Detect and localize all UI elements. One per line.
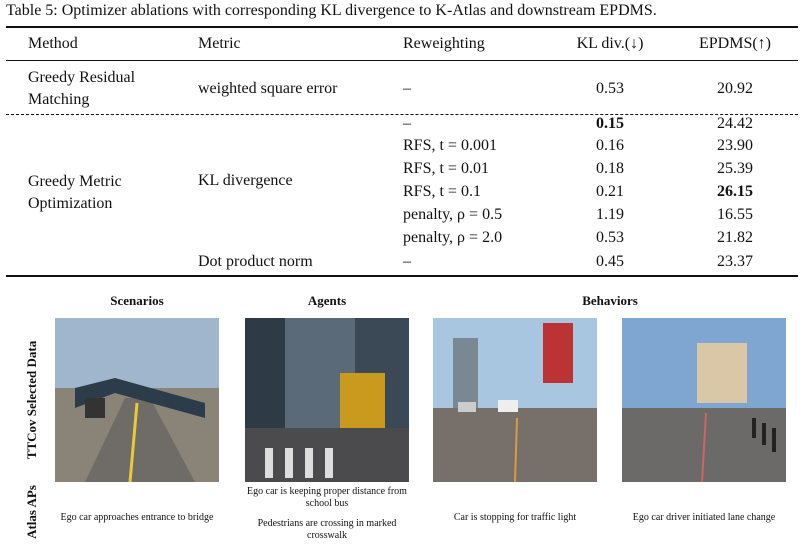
image-caption: Ego car driver initiated lane change (632, 512, 776, 523)
behavior-image-1 (433, 318, 597, 482)
number-cell: 0.21 (596, 183, 624, 200)
number-cell: 0.16 (596, 137, 624, 154)
column-header: KL div.(↓) (576, 35, 644, 52)
bottom-rule (6, 275, 798, 277)
reweighting-cell: penalty, ρ = 0.5 (403, 206, 503, 223)
number-cell: 16.55 (717, 206, 753, 223)
behavior-image-2 (622, 318, 786, 482)
agents-image (245, 318, 409, 482)
number-cell: 0.15 (596, 115, 624, 132)
table-caption: Table 5: Optimizer ablations with corres… (6, 2, 657, 19)
reweighting-cell: – (403, 80, 411, 97)
number-cell: 0.18 (596, 160, 624, 177)
number-cell: 23.37 (717, 253, 753, 270)
number-cell: 24.42 (717, 115, 753, 132)
metric-cell: weighted square error (198, 80, 338, 97)
mid-rule (6, 60, 798, 61)
number-cell: 21.82 (717, 229, 753, 246)
figure-column-header: Scenarios (110, 293, 164, 308)
dashed-rule (6, 114, 798, 115)
reweighting-cell: RFS, t = 0.1 (403, 183, 481, 200)
number-cell: 1.19 (596, 206, 624, 223)
column-header: Metric (198, 35, 241, 52)
image-caption: Pedestrians are crossing in marked cross… (257, 518, 397, 541)
metric-cell: KL divergence (198, 172, 293, 189)
number-cell: 25.39 (717, 160, 753, 177)
reweighting-cell: – (403, 115, 411, 132)
column-header: EPDMS(↑) (698, 35, 772, 52)
number-cell: 20.92 (717, 80, 753, 97)
number-cell: 0.45 (596, 253, 624, 270)
number-cell: 0.53 (596, 229, 624, 246)
column-header: Method (28, 35, 78, 52)
reweighting-cell: RFS, t = 0.001 (403, 137, 497, 154)
figure-row-label: Atlas APs (24, 485, 39, 539)
number-cell: 26.15 (717, 183, 753, 200)
number-cell: 23.90 (717, 137, 753, 154)
metric-cell: Dot product norm (198, 253, 313, 270)
reweighting-cell: penalty, ρ = 2.0 (403, 229, 503, 246)
top-rule (6, 26, 798, 28)
scenario-image (55, 318, 219, 482)
method-cell: Greedy Residual Matching (28, 69, 136, 108)
reweighting-cell: – (403, 253, 411, 270)
figure-row-label: TTCov Selected Data (24, 340, 39, 460)
column-header: Reweighting (403, 35, 485, 52)
number-cell: 0.53 (596, 80, 624, 97)
method-cell: Greedy Metric Optimization (28, 173, 122, 212)
image-caption: Ego car is keeping proper distance from … (247, 486, 407, 509)
reweighting-cell: RFS, t = 0.01 (403, 160, 489, 177)
figure-column-header: Behaviors (582, 293, 638, 308)
image-caption: Ego car approaches entrance to bridge (60, 512, 214, 523)
image-caption: Car is stopping for traffic light (453, 512, 577, 523)
figure-column-header: Agents (307, 293, 347, 308)
